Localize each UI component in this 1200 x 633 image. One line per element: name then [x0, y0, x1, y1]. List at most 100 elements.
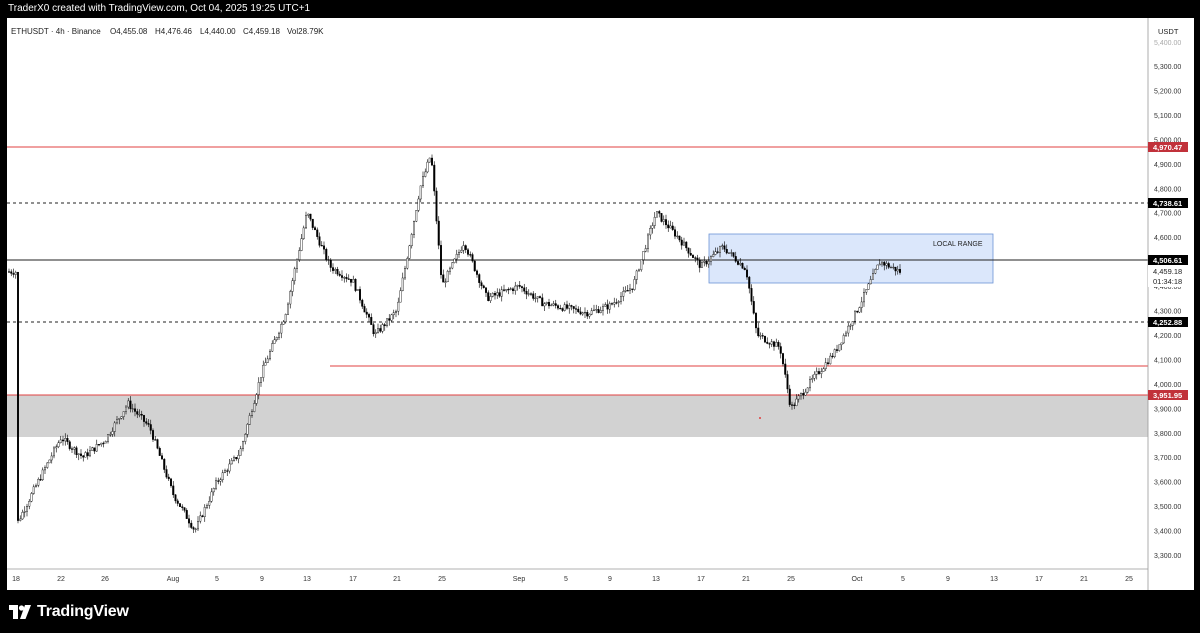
candle-body-142[interactable]	[327, 259, 330, 261]
candle-body-391[interactable]	[887, 263, 890, 268]
candle-body-286[interactable]	[651, 225, 654, 229]
candle-body-207[interactable]	[473, 260, 476, 272]
candle-body-187[interactable]	[428, 157, 431, 163]
candle-body-228[interactable]	[521, 286, 524, 288]
candle-body-324[interactable]	[737, 261, 740, 265]
candle-body-311[interactable]	[707, 261, 710, 265]
candle-body-242[interactable]	[552, 303, 555, 306]
candle-body-379[interactable]	[860, 301, 863, 308]
candle-body-219[interactable]	[500, 289, 503, 297]
candle-body-212[interactable]	[485, 287, 488, 293]
candle-body-136[interactable]	[314, 227, 317, 231]
candle-body-355[interactable]	[806, 387, 809, 393]
candle-body-10[interactable]	[30, 493, 33, 502]
candle-body-74[interactable]	[174, 494, 177, 502]
candle-body-358[interactable]	[813, 374, 816, 379]
candle-body-59[interactable]	[140, 414, 143, 416]
candle-body-4[interactable]	[17, 272, 20, 521]
candle-body-364[interactable]	[827, 362, 830, 365]
candle-body-289[interactable]	[658, 211, 661, 214]
candle-body-41[interactable]	[100, 442, 103, 445]
candle-body-271[interactable]	[617, 301, 620, 303]
candle-body-140[interactable]	[323, 245, 326, 250]
candle-body-146[interactable]	[336, 269, 339, 275]
candle-body-110[interactable]	[255, 394, 258, 404]
candle-body-274[interactable]	[624, 290, 627, 292]
candle-body-234[interactable]	[534, 297, 537, 300]
candle-body-385[interactable]	[874, 269, 877, 274]
candle-body-360[interactable]	[818, 371, 821, 374]
candle-body-22[interactable]	[57, 442, 60, 447]
candle-body-16[interactable]	[44, 467, 47, 471]
candle-body-223[interactable]	[509, 288, 512, 290]
candle-body-5[interactable]	[19, 518, 22, 521]
candle-body-200[interactable]	[458, 252, 461, 255]
candle-body-20[interactable]	[53, 447, 56, 457]
candle-body-292[interactable]	[665, 219, 668, 226]
candle-body-71[interactable]	[167, 476, 170, 480]
candle-body-315[interactable]	[716, 251, 719, 253]
candle-body-152[interactable]	[350, 278, 353, 283]
candle-body-222[interactable]	[507, 288, 510, 291]
candle-body-122[interactable]	[282, 321, 285, 325]
candle-body-288[interactable]	[656, 211, 659, 218]
candle-body-107[interactable]	[248, 415, 251, 425]
candle-body-155[interactable]	[356, 289, 359, 291]
candle-body-272[interactable]	[620, 296, 623, 302]
candle-body-279[interactable]	[635, 270, 638, 280]
candle-body-23[interactable]	[59, 439, 62, 443]
candle-body-154[interactable]	[354, 279, 357, 291]
candle-body-30[interactable]	[75, 447, 78, 455]
candle-body-383[interactable]	[869, 279, 872, 285]
candle-body-368[interactable]	[836, 349, 839, 351]
candle-body-386[interactable]	[876, 264, 879, 270]
candle-body-149[interactable]	[343, 277, 346, 279]
candle-body-34[interactable]	[84, 452, 87, 458]
candle-body-363[interactable]	[824, 362, 827, 369]
candle-body-321[interactable]	[730, 252, 733, 254]
candle-body-300[interactable]	[683, 241, 686, 246]
candle-body-161[interactable]	[370, 317, 373, 325]
candle-body-35[interactable]	[86, 452, 89, 457]
candle-body-183[interactable]	[419, 185, 422, 200]
candle-body-31[interactable]	[77, 453, 80, 455]
candle-body-94[interactable]	[219, 479, 222, 482]
candle-body-27[interactable]	[68, 441, 71, 449]
candle-body-79[interactable]	[185, 510, 188, 519]
candle-body-233[interactable]	[532, 293, 535, 299]
candle-body-8[interactable]	[26, 506, 29, 512]
candle-body-134[interactable]	[309, 213, 312, 220]
candle-body-257[interactable]	[586, 311, 589, 317]
candle-body-224[interactable]	[512, 288, 515, 292]
candle-body-250[interactable]	[570, 305, 573, 307]
candle-body-375[interactable]	[851, 321, 854, 326]
candle-body-178[interactable]	[408, 245, 411, 259]
candle-body-269[interactable]	[613, 302, 616, 305]
candle-body-0[interactable]	[7, 271, 10, 273]
candle-body-291[interactable]	[662, 219, 665, 222]
candle-body-177[interactable]	[406, 258, 409, 269]
candle-body-151[interactable]	[347, 278, 350, 280]
candle-body-262[interactable]	[597, 309, 600, 313]
candle-body-191[interactable]	[437, 220, 440, 246]
candle-body-319[interactable]	[725, 249, 728, 254]
candle-body-374[interactable]	[849, 325, 852, 327]
candle-body-356[interactable]	[809, 379, 812, 389]
candle-body-236[interactable]	[539, 296, 542, 298]
candle-body-127[interactable]	[293, 268, 296, 281]
candle-body-306[interactable]	[696, 257, 699, 261]
candle-body-220[interactable]	[503, 289, 506, 291]
plot-area[interactable]	[7, 18, 1148, 569]
candle-body-302[interactable]	[687, 247, 690, 254]
candle-body-341[interactable]	[775, 342, 778, 347]
candle-body-348[interactable]	[791, 404, 794, 406]
candle-body-26[interactable]	[66, 438, 69, 442]
candle-body-377[interactable]	[856, 310, 859, 313]
candle-body-90[interactable]	[210, 491, 213, 502]
candle-body-175[interactable]	[401, 277, 404, 291]
candle-body-70[interactable]	[165, 469, 168, 478]
candle-body-246[interactable]	[561, 308, 564, 311]
candle-body-139[interactable]	[320, 245, 323, 247]
candle-body-56[interactable]	[133, 408, 136, 412]
candle-body-202[interactable]	[462, 245, 465, 251]
